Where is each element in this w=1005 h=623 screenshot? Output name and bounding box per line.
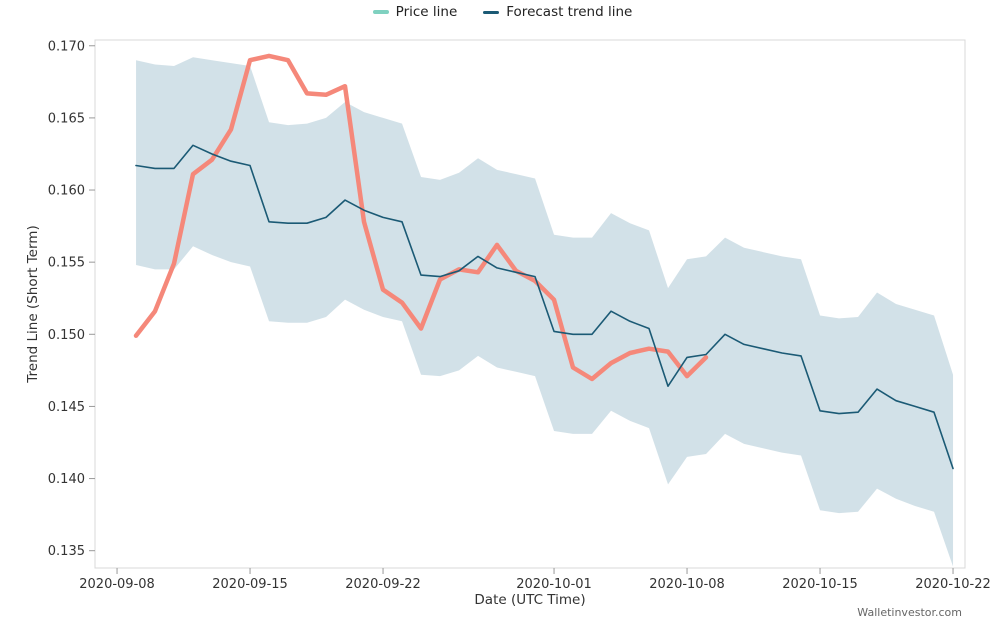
legend-item-forecast-trend-line[interactable]: Forecast trend line xyxy=(483,4,632,20)
x-tick-label: 2020-09-15 xyxy=(212,577,288,592)
y-tick-label: 0.135 xyxy=(48,544,85,559)
y-tick-label: 0.155 xyxy=(48,256,85,271)
x-tick-label: 2020-10-08 xyxy=(649,577,725,592)
forecast-trend-line xyxy=(135,144,954,470)
forecast-trend-line-swatch xyxy=(483,10,500,14)
y-tick-label: 0.150 xyxy=(48,328,85,343)
x-tick-label: 2020-09-08 xyxy=(79,577,155,592)
x-tick-label: 2020-10-01 xyxy=(516,577,592,592)
x-tick-label: 2020-09-22 xyxy=(345,577,421,592)
watermark: Walletinvestor.com xyxy=(857,606,962,619)
plot-border xyxy=(94,39,966,569)
x-tick-label: 2020-10-22 xyxy=(915,577,991,592)
y-tick-label: 0.145 xyxy=(48,400,85,415)
x-axis-title: Date (UTC Time) xyxy=(474,592,585,608)
y-axis-title: Trend Line (Short Term) xyxy=(25,225,41,383)
price-line-swatch xyxy=(372,10,389,14)
y-tick-label: 0.170 xyxy=(48,39,85,54)
y-tick-label: 0.140 xyxy=(48,472,85,487)
plot-area: 2020-09-08 2020-09-15 2020-09-22 2020-10-01… xyxy=(48,39,991,592)
x-tick-label: 2020-10-15 xyxy=(782,577,858,592)
price-line xyxy=(133,53,709,382)
chart-legend: Price line Forecast trend line xyxy=(0,4,1005,20)
legend-item-price-line[interactable]: Price line xyxy=(372,4,458,20)
confidence-band xyxy=(136,57,954,567)
y-tick-label: 0.160 xyxy=(48,184,85,199)
legend-label-forecast-trend-line: Forecast trend line xyxy=(506,4,633,20)
legend-label-price-line: Price line xyxy=(395,4,458,20)
y-tick-label: 0.165 xyxy=(48,111,85,126)
